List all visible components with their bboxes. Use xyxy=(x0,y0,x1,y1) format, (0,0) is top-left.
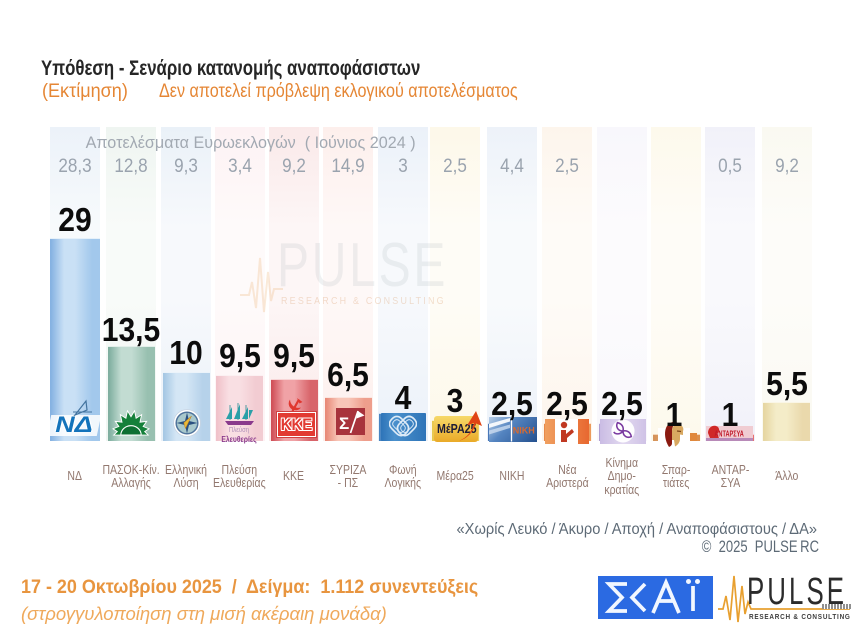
svg-text:ΝΙΚΗ: ΝΙΚΗ xyxy=(513,425,535,435)
svg-text:ΑΝΤΑΡΣΥΑ: ΑΝΤΑΡΣΥΑ xyxy=(714,431,743,439)
svg-text:Σ: Σ xyxy=(339,414,349,433)
